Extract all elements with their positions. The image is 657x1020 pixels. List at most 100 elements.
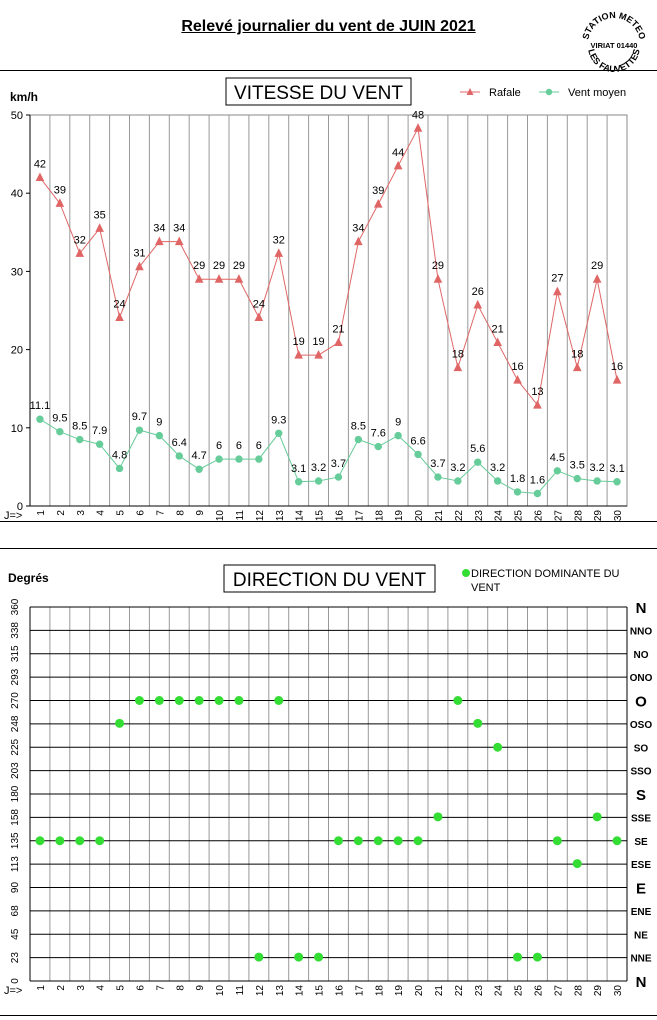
data-label: 16 (511, 361, 523, 373)
direction-point (592, 812, 602, 822)
x-tick-label: 7 (155, 510, 166, 516)
vent-moyen-point (275, 429, 283, 437)
compass-label: E (636, 881, 646, 898)
x-tick-label: 21 (434, 510, 445, 521)
compass-label: SSE (631, 813, 651, 824)
x-tick-label: 17 (354, 510, 365, 521)
data-label: 44 (392, 147, 404, 159)
rafale-point (254, 312, 264, 322)
legend-label: Vent moyen (568, 87, 626, 99)
y-tick-label: 338 (10, 622, 21, 639)
data-label: 5.6 (470, 443, 485, 455)
x-tick-label: 19 (394, 985, 405, 997)
data-label: 4.8 (112, 449, 127, 461)
page-title: Relevé journalier du vent de JUIN 2021 (181, 18, 476, 35)
legend-label-line2: VENT (471, 582, 501, 594)
chart-title: VITESSE DU VENT (234, 83, 403, 104)
data-label: 18 (452, 349, 464, 361)
rafale-point (55, 198, 65, 207)
x-tick-label: 20 (414, 510, 425, 521)
y-tick-label: 68 (10, 905, 21, 917)
rafale-point (393, 160, 403, 170)
vent-moyen-point (513, 488, 522, 496)
y-axis-label: km/h (10, 90, 38, 104)
data-label: 9 (156, 417, 162, 429)
vent-moyen-point (533, 489, 542, 498)
x-tick-label: 16 (334, 510, 345, 521)
data-label: 3.7 (430, 458, 445, 470)
x-tick-label: 15 (315, 985, 326, 997)
x-tick-label: 28 (573, 510, 584, 521)
compass-label: OSO (630, 720, 652, 731)
y-tick-label: 248 (10, 715, 21, 732)
x-tick-label: 24 (494, 510, 505, 521)
rafale-point (592, 274, 602, 283)
y-tick-label: 293 (10, 668, 21, 685)
compass-label: ENE (631, 907, 652, 918)
y-tick-label: 158 (10, 809, 21, 826)
data-label: 26 (472, 286, 484, 298)
y-tick-label: 270 (10, 692, 21, 709)
rafale-point (135, 261, 144, 271)
y-tick-label: 360 (10, 598, 21, 615)
x-axis-label: J=> (4, 985, 22, 997)
rafale-point (373, 199, 383, 208)
x-tick-label: 2 (56, 985, 67, 991)
data-label: 21 (332, 324, 344, 336)
rafale-point (274, 248, 284, 257)
x-tick-label: 20 (414, 985, 425, 997)
rafale-point (314, 349, 323, 359)
compass-label: NO (634, 650, 649, 661)
data-label: 3.5 (570, 460, 585, 472)
vent-moyen-point (354, 435, 363, 444)
compass-label: N (636, 600, 647, 617)
compass-label: NNO (630, 626, 652, 637)
rafale-point (493, 337, 502, 347)
vent-moyen-point (175, 452, 183, 460)
y-tick-label: 0 (17, 501, 23, 513)
vent-moyen-point (56, 428, 64, 436)
data-label: 3.1 (609, 463, 624, 475)
rafale-point (433, 274, 443, 283)
y-tick-label: 40 (11, 188, 23, 200)
data-label: 24 (113, 299, 125, 311)
rafale-point (513, 374, 522, 384)
data-label: 16 (611, 361, 623, 373)
rafale-point (155, 236, 164, 246)
vent-moyen-point (155, 431, 164, 440)
compass-label: S (636, 787, 646, 804)
data-label: 9.5 (52, 413, 67, 425)
x-tick-label: 23 (474, 985, 485, 997)
data-label: 9 (395, 417, 401, 429)
direction-point (373, 836, 383, 846)
data-label: 3.2 (311, 462, 326, 474)
x-tick-label: 24 (494, 985, 505, 997)
legend-label-line1: DIRECTION DOMINANTE DU (471, 568, 620, 580)
direction-point (154, 696, 164, 705)
y-tick-label: 180 (10, 785, 21, 802)
direction-point (234, 696, 244, 705)
data-label: 21 (492, 324, 504, 336)
x-tick-label: 22 (454, 510, 465, 521)
direction-point (532, 952, 542, 962)
data-label: 9.7 (132, 411, 147, 423)
data-label: 9.3 (271, 414, 286, 426)
x-tick-label: 26 (533, 985, 544, 997)
rafale-point (572, 362, 582, 372)
x-tick-label: 15 (315, 510, 326, 521)
data-label: 6.6 (410, 435, 425, 447)
y-tick-label: 315 (10, 645, 21, 662)
data-label: 7.6 (371, 428, 386, 440)
vent-moyen-point (493, 477, 502, 485)
x-tick-label: 25 (514, 985, 525, 997)
vent-moyen-point (374, 442, 382, 451)
x-tick-label: 9 (195, 985, 206, 991)
x-tick-label: 2 (56, 510, 67, 516)
vent-moyen-point (314, 477, 323, 485)
x-tick-label: 9 (195, 510, 206, 516)
data-label: 19 (312, 336, 324, 348)
x-tick-label: 23 (474, 510, 485, 521)
data-label: 3.2 (490, 462, 505, 474)
data-label: 35 (94, 209, 106, 221)
y-tick-label: 90 (10, 882, 21, 894)
